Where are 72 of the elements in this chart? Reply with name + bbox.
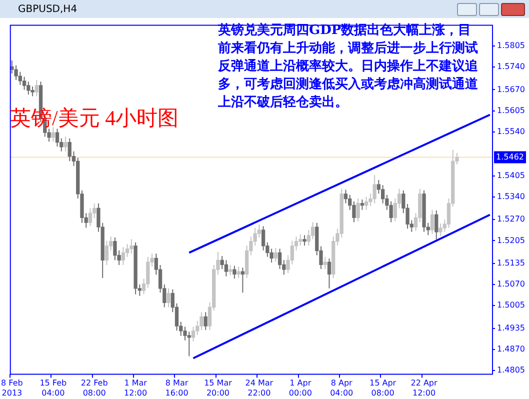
candlestick bbox=[236, 266, 240, 279]
candlestick bbox=[30, 86, 34, 97]
candlestick bbox=[257, 224, 262, 238]
candlestick bbox=[344, 189, 348, 204]
y-tick-label: 1.5270 bbox=[497, 214, 526, 224]
x-tick-label: 24 Mar 22:00 bbox=[245, 378, 274, 398]
x-tick-label: 8 Feb 2013 bbox=[1, 378, 23, 398]
candlestick bbox=[18, 71, 22, 86]
x-tick-label: 8 Apr 04:00 bbox=[330, 378, 354, 398]
candlestick bbox=[372, 174, 376, 204]
candlestick bbox=[134, 242, 138, 295]
y-tick-label: 1.5670 bbox=[497, 84, 526, 94]
candlestick bbox=[224, 260, 228, 277]
candlestick bbox=[340, 188, 344, 238]
candlestick bbox=[51, 126, 55, 142]
candlestick bbox=[187, 331, 191, 357]
chart-title: GBPUSD,H4 bbox=[18, 4, 78, 14]
y-tick-label: 1.5135 bbox=[497, 258, 526, 268]
candlestick bbox=[113, 236, 117, 261]
candlestick bbox=[166, 288, 170, 308]
candlestick bbox=[196, 320, 200, 336]
candlestick bbox=[430, 209, 434, 235]
candlestick bbox=[356, 198, 360, 222]
candlestick bbox=[88, 208, 92, 227]
candlestick bbox=[364, 196, 368, 210]
candlestick bbox=[327, 258, 332, 289]
x-tick-label: 15 Mar 20:00 bbox=[204, 378, 233, 398]
candlestick bbox=[240, 267, 245, 294]
candlestick bbox=[55, 128, 60, 148]
y-tick-label: 1.5540 bbox=[497, 127, 526, 136]
y-tick-label: 1.5805 bbox=[497, 40, 526, 50]
candlestick bbox=[34, 79, 38, 97]
candlestick bbox=[204, 312, 208, 330]
x-tick-label: 1 Apr 00:00 bbox=[288, 378, 312, 398]
candlestick bbox=[64, 136, 68, 152]
candlestick bbox=[104, 240, 109, 266]
candlestick bbox=[438, 222, 442, 236]
x-tick-label: 15 Apr 08:00 bbox=[370, 378, 397, 398]
candlestick bbox=[310, 222, 315, 240]
y-tick-label: 1.5005 bbox=[497, 300, 526, 310]
candlestick bbox=[261, 226, 266, 251]
x-tick-label: 1 Mar 12:00 bbox=[124, 378, 148, 398]
candlestick bbox=[244, 245, 249, 279]
candlestick bbox=[306, 229, 310, 246]
candlestick bbox=[68, 138, 72, 162]
x-tick-label: 15 Feb 04:00 bbox=[40, 378, 67, 398]
x-tick-label: 22 Feb 08:00 bbox=[80, 378, 108, 398]
x-tick-label: 8 Mar 16:00 bbox=[165, 378, 189, 398]
candlestick bbox=[302, 234, 306, 246]
candlestick bbox=[130, 238, 134, 254]
ref-line-label: 1.5462 bbox=[496, 152, 524, 162]
candlestick bbox=[121, 246, 126, 266]
y-tick-label: 1.5405 bbox=[497, 170, 526, 180]
y-tick-label: 1.5205 bbox=[497, 236, 526, 245]
candlestick bbox=[332, 236, 336, 279]
candlestick bbox=[422, 190, 426, 232]
y-tick-label: 1.4935 bbox=[497, 323, 526, 332]
y-tick-label: 1.5740 bbox=[497, 62, 526, 72]
candlestick bbox=[22, 76, 26, 90]
y-tick-label: 1.4805 bbox=[497, 366, 526, 375]
candlestick bbox=[393, 198, 397, 222]
candlestick bbox=[278, 248, 282, 270]
x-tick-label: 22 Apr 12:00 bbox=[410, 378, 438, 398]
y-tick-label: 1.5605 bbox=[497, 106, 526, 115]
y-tick-label: 1.4870 bbox=[497, 344, 526, 354]
candlestick bbox=[232, 265, 236, 280]
y-tick-label: 1.5340 bbox=[497, 192, 526, 201]
y-tick-label: 1.5070 bbox=[497, 280, 526, 289]
candlestick bbox=[191, 326, 196, 342]
candlestick bbox=[380, 184, 385, 204]
candlestick bbox=[274, 248, 278, 262]
candlestick bbox=[434, 210, 438, 240]
